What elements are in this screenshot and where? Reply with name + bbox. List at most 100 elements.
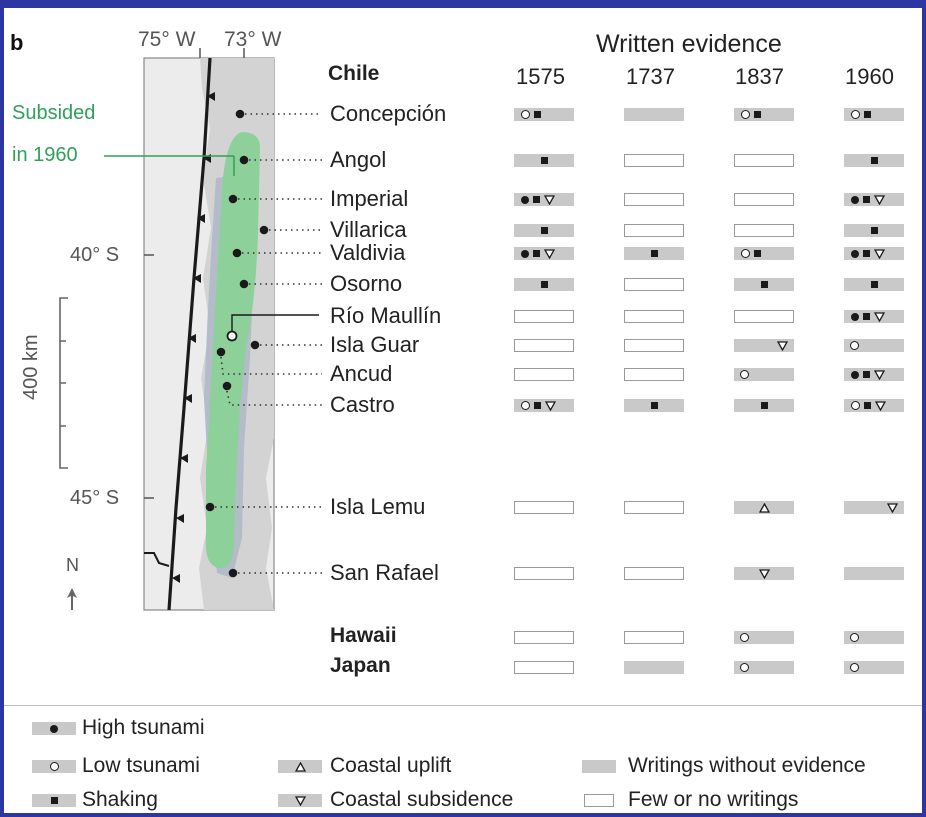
legend-shaking-swatch xyxy=(32,794,76,807)
shaking-icon xyxy=(870,281,878,288)
scale-label: 400 km xyxy=(20,334,42,400)
dot-castro xyxy=(222,381,232,391)
shaking-icon xyxy=(863,371,870,378)
writings-cell xyxy=(844,154,904,167)
no-writings-cell xyxy=(514,631,574,644)
subsidence-triangle-icon xyxy=(777,340,788,351)
dot-concepcion xyxy=(235,109,245,119)
year-1737: 1737 xyxy=(626,64,675,89)
high-tsunami-icon xyxy=(521,249,529,258)
no-writings-cell xyxy=(624,501,684,514)
writings-cell xyxy=(844,368,904,381)
no-writings-cell xyxy=(514,661,574,674)
shaking-icon xyxy=(863,313,870,320)
writings-cell xyxy=(624,247,684,260)
lon-label-73: 73° W xyxy=(224,28,282,51)
shaking-icon xyxy=(870,227,878,234)
no-writings-cell xyxy=(624,310,684,323)
no-writings-cell xyxy=(624,339,684,352)
site-label: Río Maullín xyxy=(330,303,442,328)
writings-cell xyxy=(844,310,904,323)
no-writings-cell xyxy=(734,310,794,323)
writings-cell xyxy=(624,399,684,412)
low-tsunami-icon xyxy=(49,762,59,771)
writings-cell xyxy=(844,193,904,206)
dot-angol xyxy=(239,155,249,165)
shaking-icon xyxy=(650,402,658,409)
lon-label-75: 75° W xyxy=(138,28,196,51)
writings-cell xyxy=(624,661,684,674)
shaking-icon xyxy=(540,281,548,288)
year-1575: 1575 xyxy=(516,64,565,89)
writings-cell xyxy=(514,108,574,121)
low-tsunami-icon xyxy=(521,401,530,410)
writings-cell xyxy=(514,154,574,167)
subsidence-triangle-icon xyxy=(875,400,886,411)
writings-cell xyxy=(624,108,684,121)
no-writings-cell xyxy=(734,154,794,167)
no-writings-cell xyxy=(624,567,684,580)
legend-separator xyxy=(4,705,922,706)
high-tsunami-icon xyxy=(851,370,859,379)
site-label: Concepción xyxy=(330,101,447,126)
writings-cell xyxy=(514,278,574,291)
lat-label-45: 45° S xyxy=(70,487,120,509)
writings-cell xyxy=(734,368,794,381)
subsidence-triangle-icon xyxy=(874,311,885,322)
writings-cell xyxy=(844,501,904,514)
shaking-icon xyxy=(754,250,761,257)
low-tsunami-icon xyxy=(851,110,860,119)
subsidence-triangle-icon xyxy=(874,194,885,205)
low-tsunami-icon xyxy=(740,370,749,379)
writings-cell xyxy=(514,224,574,237)
low-tsunami-icon xyxy=(521,110,530,119)
high-tsunami-icon xyxy=(851,312,859,321)
shaking-icon xyxy=(760,402,768,409)
writings-cell xyxy=(844,399,904,412)
site-label: Imperial xyxy=(330,186,409,211)
year-1837: 1837 xyxy=(735,64,784,89)
no-writings-cell xyxy=(514,310,574,323)
high-tsunami-icon xyxy=(521,195,529,204)
shaking-icon xyxy=(864,111,871,118)
shaking-icon xyxy=(533,196,540,203)
subsidence-triangle-icon xyxy=(545,400,556,411)
no-writings-cell xyxy=(624,224,684,237)
writings-cell xyxy=(734,108,794,121)
legend-writings-swatch xyxy=(582,760,616,773)
subsidence-triangle-icon xyxy=(874,369,885,380)
subsided-zone xyxy=(209,132,260,418)
legend-uplift-swatch xyxy=(278,760,322,773)
maullin-leader-line xyxy=(231,314,319,336)
trench-teeth xyxy=(172,92,215,583)
writings-cell xyxy=(734,567,794,580)
dot-osorno xyxy=(239,279,249,289)
leader-lines xyxy=(215,113,322,574)
dot-valdivia xyxy=(232,248,242,258)
low-tsunami-icon xyxy=(850,663,859,672)
region-chile: Chile xyxy=(328,62,380,85)
no-writings-cell xyxy=(624,631,684,644)
high-tsunami-icon xyxy=(50,724,58,733)
writings-cell xyxy=(734,278,794,291)
site-label: Isla Lemu xyxy=(330,494,426,519)
dot-villarica xyxy=(259,225,269,235)
subsidence-triangle-icon xyxy=(874,248,885,259)
writings-cell xyxy=(844,247,904,260)
legend-uplift-label: Coastal uplift xyxy=(330,754,452,777)
scale-bar xyxy=(59,297,68,469)
uplift-triangle-icon xyxy=(758,502,770,513)
legend-subsidence-label: Coastal subsidence xyxy=(330,788,514,811)
writings-cell xyxy=(734,631,794,644)
no-writings-cell xyxy=(624,193,684,206)
site-label: Valdivia xyxy=(330,240,406,265)
uplift-triangle-icon xyxy=(294,761,306,772)
low-tsunami-icon xyxy=(850,341,859,350)
writings-cell xyxy=(734,339,794,352)
site-label: Villarica xyxy=(330,217,407,242)
low-tsunami-icon xyxy=(741,249,750,258)
shaking-icon xyxy=(650,250,658,257)
writings-cell xyxy=(844,631,904,644)
north-label: N xyxy=(66,555,79,575)
no-writings-cell xyxy=(514,501,574,514)
